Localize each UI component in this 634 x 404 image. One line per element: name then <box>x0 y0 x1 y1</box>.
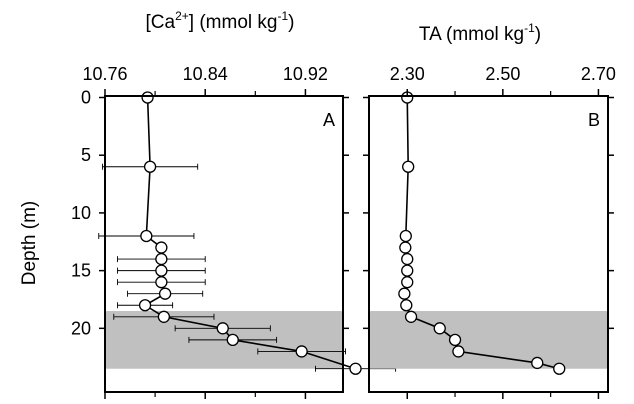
panel-a-xtick-label: 10.92 <box>283 64 328 84</box>
panel-a-data-point <box>226 333 239 347</box>
panel-a: 10.76 10.84 10.92 0 5 10 15 20 A <box>71 64 397 399</box>
panel-b-shaded-band <box>369 311 608 369</box>
panel-a-data-point <box>295 345 308 358</box>
panel-b-xlabel: TA (mmol kg-1) <box>419 21 541 45</box>
ytick-label: 10 <box>71 203 91 223</box>
panel-b-data-point <box>448 333 462 347</box>
panel-a-xtick-label: 10.76 <box>82 64 127 84</box>
panel-b-data-point <box>404 310 418 323</box>
panel-b-data-point <box>400 299 413 312</box>
panel-a-data-point <box>155 264 168 277</box>
panel-a-data-point <box>155 241 168 254</box>
panel-b-data-point <box>399 241 412 254</box>
panel-b-data-point <box>401 264 414 277</box>
panel-b-data-point <box>398 287 411 300</box>
panel-b-data-point <box>402 160 415 173</box>
panel-a-data-point <box>158 287 172 300</box>
panel-b-frame <box>368 95 609 393</box>
panel-b-data-point <box>452 345 465 358</box>
y-axis-title: Depth (m) <box>19 201 40 285</box>
panel-b-data-point <box>433 322 446 335</box>
panel-b-xtick-label: 2.70 <box>581 64 616 84</box>
panel-a-frame <box>104 95 344 393</box>
panel-a-xtick-label: 10.84 <box>183 64 228 84</box>
panel-b-data-point <box>401 252 414 266</box>
panel-a-data-point <box>141 91 154 104</box>
panel-a-data-point <box>155 276 168 289</box>
ytick-label: 20 <box>71 318 91 338</box>
panel-b-data-point <box>399 229 412 243</box>
panel-a-letter: A <box>323 110 335 130</box>
panel-b: 2.30 2.50 2.70 B <box>363 64 616 399</box>
panel-a-data-point <box>140 229 153 243</box>
panel-b-data-point <box>401 276 414 289</box>
panel-a-data-point <box>349 362 362 375</box>
panel-b-xtick-label: 2.30 <box>390 64 425 84</box>
ytick-label: 15 <box>71 261 91 281</box>
panel-a-data-point <box>216 322 229 335</box>
panel-b-xtick-label: 2.50 <box>485 64 520 84</box>
panel-a-data-point <box>138 299 152 312</box>
ytick-label: 0 <box>81 88 91 108</box>
ytick-label: 5 <box>81 145 91 165</box>
panel-b-data-point <box>553 362 566 375</box>
panel-a-data-point <box>155 252 168 266</box>
panel-a-data-point <box>143 160 157 173</box>
panel-b-data-point <box>531 356 544 370</box>
panel-a-data-point <box>157 310 171 323</box>
panel-a-xlabel: [Ca2+] (mmol kg-1) <box>146 9 295 33</box>
panel-b-letter: B <box>588 110 600 130</box>
